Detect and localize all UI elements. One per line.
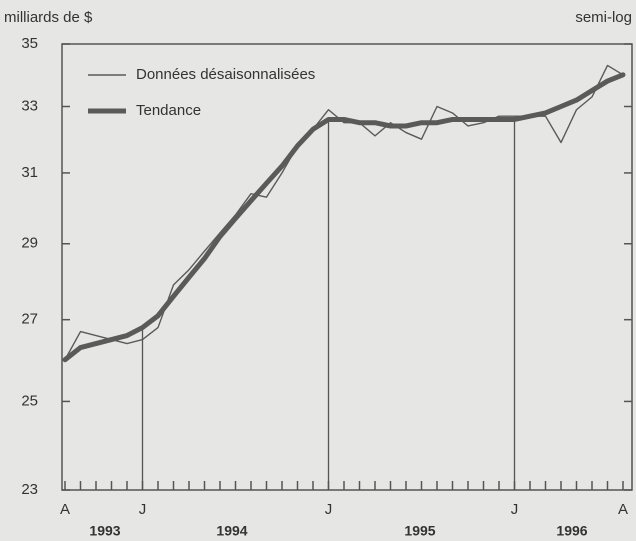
series-line bbox=[62, 72, 626, 363]
year-label: 1994 bbox=[216, 523, 247, 539]
y-axis-label: milliards de $ bbox=[4, 9, 93, 26]
x-tick-label: A bbox=[60, 501, 70, 518]
plot-frame bbox=[61, 43, 633, 491]
x-tick-label: A bbox=[618, 501, 628, 518]
y-tick-label: 29 bbox=[21, 235, 38, 252]
x-tick-label: J bbox=[139, 501, 147, 518]
legend-label: Tendance bbox=[136, 102, 201, 119]
x-tick-label: J bbox=[325, 501, 333, 518]
y-tick-label: 33 bbox=[21, 97, 38, 114]
y-tick-label: 23 bbox=[21, 481, 38, 498]
y-tick-label: 31 bbox=[21, 164, 38, 181]
year-label: 1996 bbox=[556, 523, 587, 539]
y-tick-label: 27 bbox=[21, 311, 38, 328]
y-tick-label: 35 bbox=[21, 35, 38, 52]
x-tick-label: J bbox=[511, 501, 519, 518]
year-label: 1995 bbox=[404, 523, 435, 539]
scale-note: semi-log bbox=[575, 9, 632, 26]
y-tick-label: 25 bbox=[21, 392, 38, 409]
legend-label: Données désaisonnalisées bbox=[136, 66, 315, 83]
year-label: 1993 bbox=[89, 523, 120, 539]
